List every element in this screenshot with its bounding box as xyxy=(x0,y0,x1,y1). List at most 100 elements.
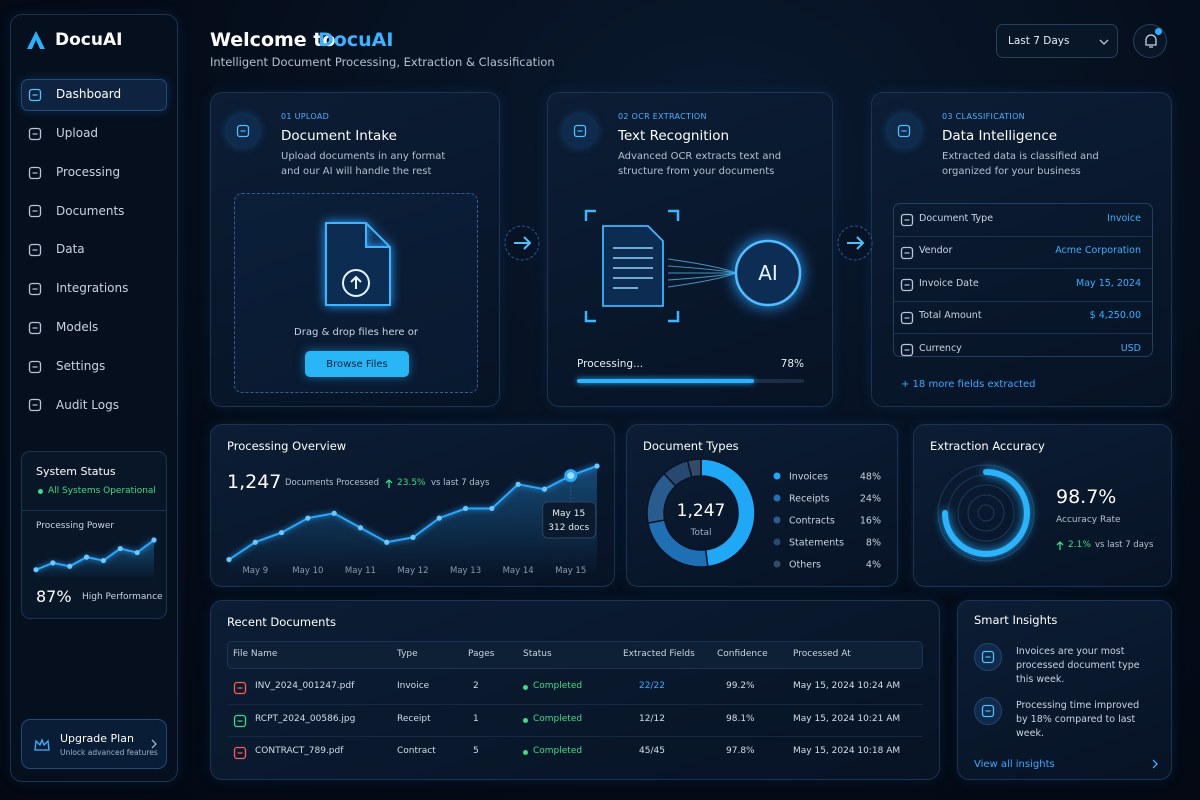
x-tick-label: May 15 xyxy=(555,566,586,576)
up-arrow xyxy=(385,479,393,488)
change-note: vs last 7 days xyxy=(1095,540,1154,551)
table-cell: Contract xyxy=(397,746,436,757)
ai-orb xyxy=(734,239,802,307)
system-status: System Status All Systems Operational Proc… xyxy=(21,451,167,619)
table-cell: Completed xyxy=(533,713,583,724)
point xyxy=(489,505,495,512)
column-header: Status xyxy=(523,649,552,660)
upload-arrow xyxy=(350,275,362,289)
icon xyxy=(28,205,42,218)
brand: DocuAI xyxy=(55,29,123,50)
dropdown-chevron xyxy=(1099,39,1109,45)
column-header: Processed At xyxy=(793,649,851,660)
legend-label: Receipts xyxy=(789,494,829,505)
flow-arrow xyxy=(504,225,540,261)
gauge-ring xyxy=(937,464,1035,562)
table-cell: 98.1% xyxy=(726,713,755,724)
center-value: 1,247 xyxy=(677,501,726,521)
icon xyxy=(981,704,995,718)
chevron-shape xyxy=(151,739,157,749)
point xyxy=(384,539,390,545)
legend-label: Others xyxy=(789,560,821,571)
value-label: 16% xyxy=(860,516,881,527)
nav-item[interactable]: Upload xyxy=(56,126,99,140)
legend-swatch xyxy=(773,494,781,502)
donut-segment xyxy=(686,458,702,479)
icon xyxy=(28,360,42,373)
status-dot xyxy=(523,750,528,755)
step-icon xyxy=(888,115,920,147)
nav-item[interactable]: Integrations xyxy=(56,281,129,296)
document-types: Document Types Invoices 48% Receipts 24% Cont… xyxy=(626,424,898,587)
column-header: Pages xyxy=(468,649,495,660)
icon xyxy=(28,282,42,296)
change: 2.1% xyxy=(1068,540,1091,551)
tooltip-value: 312 docs xyxy=(548,523,589,533)
table-cell: 5 xyxy=(473,746,479,757)
icon-shape xyxy=(28,244,42,257)
bell xyxy=(1145,34,1157,48)
chevron-shape xyxy=(1152,759,1158,769)
x-tick-label: May 9 xyxy=(242,566,268,576)
nav-item[interactable]: Processing xyxy=(56,164,121,179)
browse-button[interactable]: Browse Files xyxy=(305,351,409,377)
nav-item[interactable]: Settings xyxy=(56,358,106,373)
point xyxy=(541,486,548,492)
nav-item[interactable]: Documents xyxy=(56,203,125,218)
nav-item[interactable]: Audit Logs xyxy=(56,397,119,412)
step-title: Document Intake xyxy=(281,128,397,145)
table-cell: 12/12 xyxy=(639,713,665,724)
point xyxy=(462,505,469,512)
field-label: Total Amount xyxy=(919,310,982,322)
field-value: May 15, 2024 xyxy=(1076,277,1141,289)
upgrade-plan[interactable]: Upgrade Plan Unlock advanced features xyxy=(21,719,167,769)
field-value: Acme Corporation xyxy=(1055,245,1141,257)
nav-item[interactable]: Data xyxy=(56,242,85,257)
step-description: Upload documents in any format and our A… xyxy=(281,150,446,177)
nav-item[interactable]: Dashboard xyxy=(56,87,122,102)
insights-link[interactable]: View all insights xyxy=(974,758,1055,770)
more-fields[interactable]: + 18 more fields extracted xyxy=(901,378,1036,390)
point xyxy=(252,539,258,545)
recent-documents: Recent Documents File Name Type Pages Status… xyxy=(210,600,940,780)
column-header: Type xyxy=(397,649,418,660)
chevron-shape xyxy=(1099,39,1109,45)
table-cell: May 15, 2024 10:21 AM xyxy=(793,713,901,724)
point xyxy=(515,481,521,487)
nav-item[interactable]: Models xyxy=(56,320,99,334)
gauge-ring xyxy=(977,504,995,522)
point xyxy=(357,525,364,531)
status-title: System Status xyxy=(36,464,116,478)
field-value: Invoice xyxy=(1107,212,1141,224)
center-label: Total xyxy=(689,528,711,538)
point xyxy=(436,515,442,521)
tooltip-date: May 15 xyxy=(552,509,585,519)
insight-text: Invoices are your most processed documen… xyxy=(1016,645,1140,685)
insight-icon xyxy=(974,697,1002,725)
x-tick-label: May 11 xyxy=(345,566,376,576)
insight-text: Processing time improved by 18% compared… xyxy=(1016,699,1140,739)
upload-file-icon xyxy=(325,222,391,306)
beam xyxy=(667,272,737,288)
extraction-accuracy: Extraction Accuracy 98.7% Accuracy Rate 2.1… xyxy=(913,424,1172,587)
area-fill xyxy=(36,540,154,580)
point xyxy=(410,534,416,541)
page-subtitle: Intelligent Document Processing, Extract… xyxy=(210,54,555,69)
dropzone[interactable]: Drag & drop files here or Browse Files xyxy=(234,193,478,393)
table-cell: May 15, 2024 10:24 AM xyxy=(793,681,901,692)
icon-shape xyxy=(573,124,587,138)
icon-shape xyxy=(900,246,914,259)
area-fill xyxy=(229,466,597,576)
divider xyxy=(894,268,1152,269)
card-title: Document Types xyxy=(643,438,739,453)
table-cell: CONTRACT_789.pdf xyxy=(255,746,344,757)
icon-shape xyxy=(900,278,914,292)
arrow xyxy=(514,236,532,250)
gauge-ring xyxy=(957,484,1015,542)
table-header xyxy=(227,641,923,669)
range-select[interactable]: Last 7 Days xyxy=(996,24,1118,58)
icon-shape xyxy=(28,321,42,334)
crown xyxy=(34,738,50,751)
notifications[interactable] xyxy=(1133,24,1167,58)
browse-label[interactable]: Browse Files xyxy=(326,358,388,370)
